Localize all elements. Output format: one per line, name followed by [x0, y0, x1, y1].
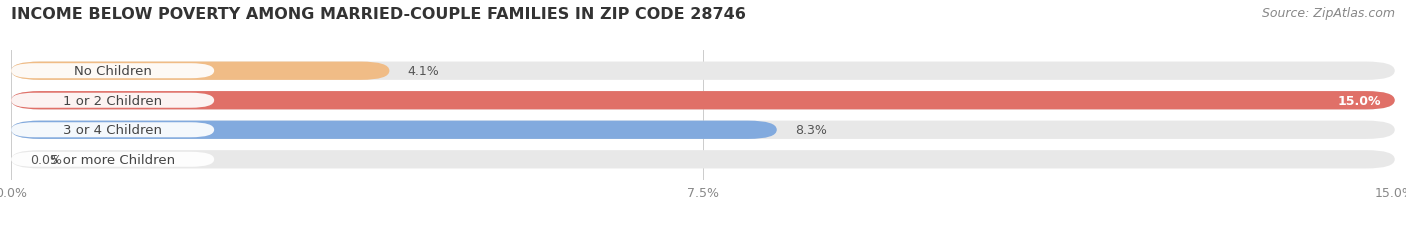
FancyBboxPatch shape	[11, 150, 1395, 169]
Text: 1 or 2 Children: 1 or 2 Children	[63, 94, 162, 107]
Text: 5 or more Children: 5 or more Children	[51, 153, 176, 166]
FancyBboxPatch shape	[11, 123, 214, 138]
FancyBboxPatch shape	[11, 62, 389, 81]
Text: INCOME BELOW POVERTY AMONG MARRIED-COUPLE FAMILIES IN ZIP CODE 28746: INCOME BELOW POVERTY AMONG MARRIED-COUPL…	[11, 7, 747, 22]
Text: No Children: No Children	[73, 65, 152, 78]
FancyBboxPatch shape	[11, 121, 776, 139]
Text: Source: ZipAtlas.com: Source: ZipAtlas.com	[1261, 7, 1395, 20]
FancyBboxPatch shape	[11, 152, 214, 167]
Text: 3 or 4 Children: 3 or 4 Children	[63, 124, 162, 137]
Text: 0.0%: 0.0%	[30, 153, 62, 166]
FancyBboxPatch shape	[11, 92, 1395, 110]
Text: 4.1%: 4.1%	[408, 65, 440, 78]
Text: 8.3%: 8.3%	[796, 124, 827, 137]
FancyBboxPatch shape	[11, 64, 214, 79]
FancyBboxPatch shape	[11, 62, 1395, 81]
Text: 15.0%: 15.0%	[1337, 94, 1381, 107]
FancyBboxPatch shape	[11, 121, 1395, 139]
FancyBboxPatch shape	[11, 93, 214, 108]
FancyBboxPatch shape	[11, 92, 1395, 110]
